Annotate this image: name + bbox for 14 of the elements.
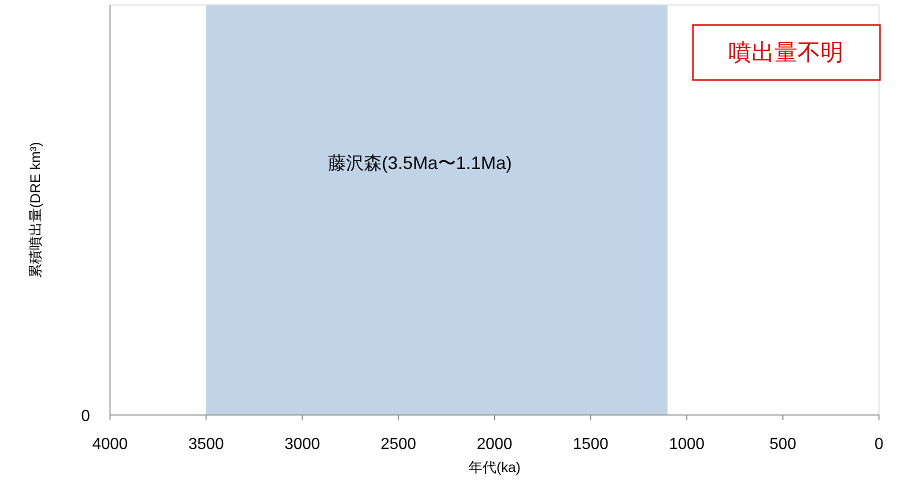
x-tick-label: 3500 [188,436,224,453]
x-tick-label: 3000 [284,436,320,453]
annotation: 藤沢森(3.5Ma〜1.1Ma) [328,153,512,173]
x-axis-title: 年代(ka) [468,459,521,475]
y-axis-title: 累積噴出量(DRE km³) [27,142,43,278]
x-tick-label: 1500 [572,436,609,453]
x-tick-label: 500 [770,436,796,453]
x-tick-label: 0 [874,436,884,453]
x-tick-label: 1000 [668,436,705,453]
x-tick-label: 2000 [476,436,512,453]
text: 0 [81,408,90,425]
annotation: 噴出量不明 [728,39,844,65]
x-tick-label: 2500 [380,436,416,453]
x-tick-label: 4000 [92,436,128,453]
